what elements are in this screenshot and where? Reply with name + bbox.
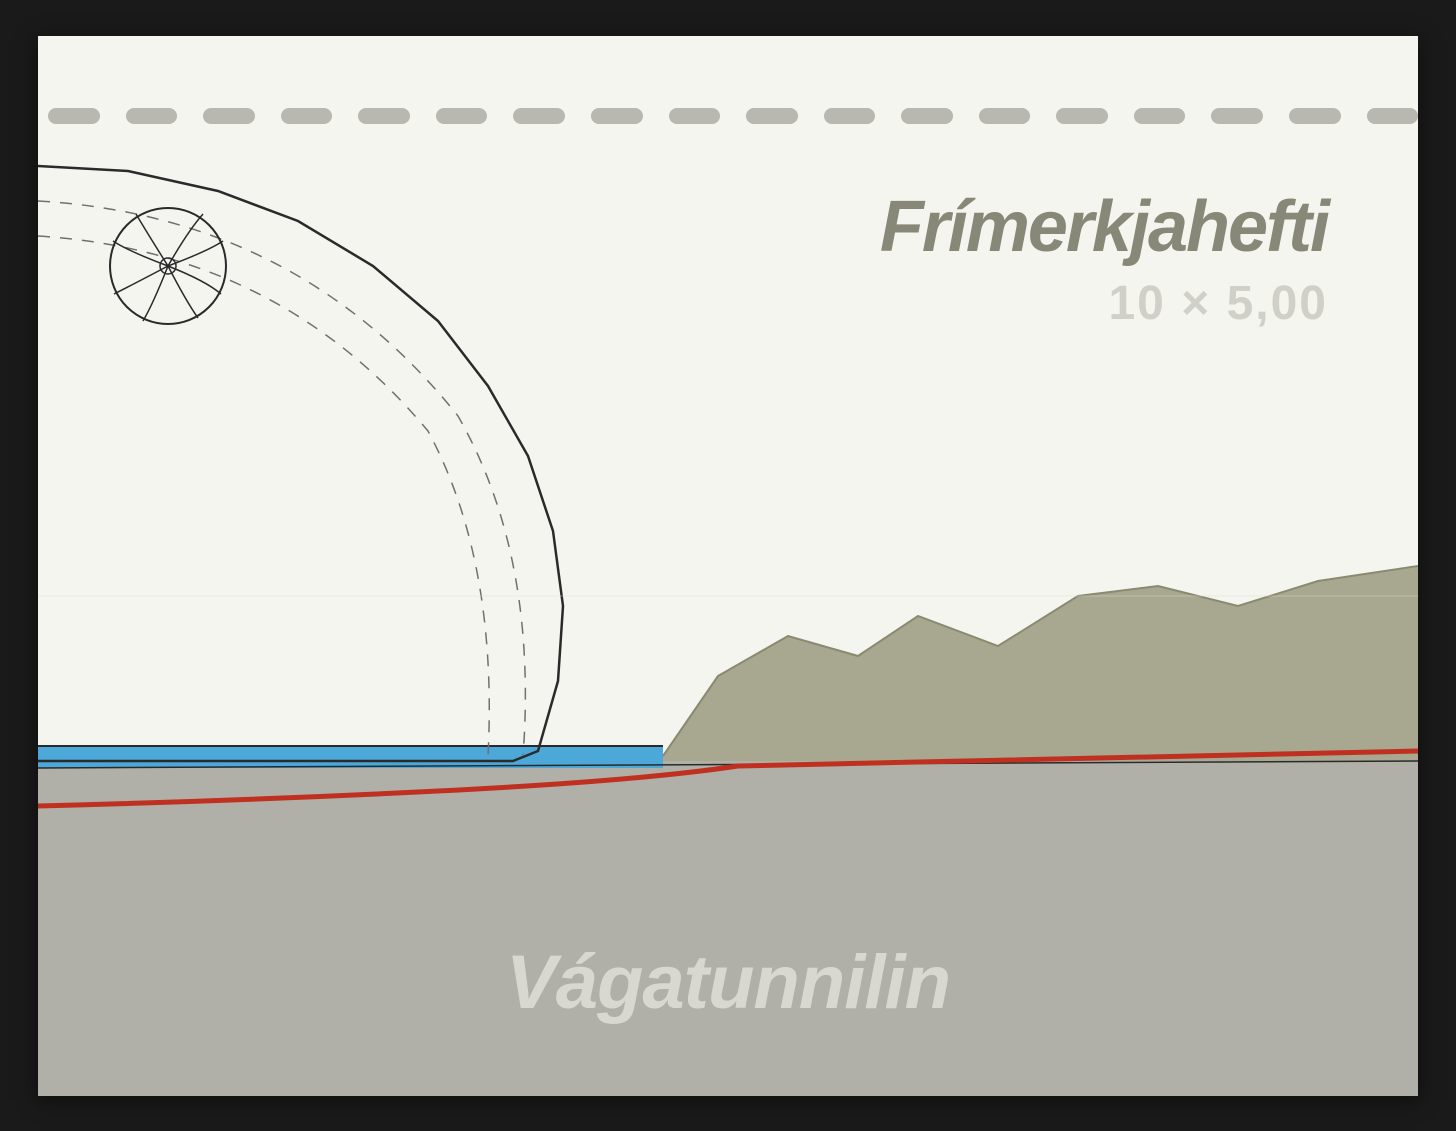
dash-segment (901, 108, 953, 124)
dash-segment (513, 108, 565, 124)
dash-segment (1134, 108, 1186, 124)
ground-line (38, 761, 1418, 768)
dash-segment (1289, 108, 1341, 124)
tunnel-cross-section-dash1 (38, 201, 525, 756)
tunnel-path (38, 751, 1418, 806)
dash-segment (669, 108, 721, 124)
dash-segment (358, 108, 410, 124)
dash-segment (48, 108, 100, 124)
tunnel-name: Vágatunnilin (506, 939, 950, 1026)
booklet-quantity-price: 10 × 5,00 (1108, 276, 1328, 331)
stamp-booklet-cover: Frímerkjahefti 10 × 5,00 Vágatunnilin (38, 36, 1418, 1096)
dash-segment (979, 108, 1031, 124)
mountain-outline (663, 566, 1418, 756)
fan-outer-circle (110, 208, 226, 324)
dash-segment (1056, 108, 1108, 124)
fan-center (160, 258, 176, 274)
tunnel-cross-section-dash2 (38, 236, 489, 756)
dash-segment (1367, 108, 1418, 124)
dash-segment (824, 108, 876, 124)
booklet-title: Frímerkjahefti (880, 186, 1328, 268)
top-dash-row (38, 108, 1418, 128)
dash-segment (1211, 108, 1263, 124)
rock-layer (38, 761, 1418, 1096)
fan-blades (113, 214, 223, 321)
dash-segment (591, 108, 643, 124)
tunnel-cross-section-outer (38, 166, 563, 761)
dash-segment (281, 108, 333, 124)
dash-segment (203, 108, 255, 124)
dash-segment (746, 108, 798, 124)
sea-layer (38, 746, 663, 768)
dash-segment (436, 108, 488, 124)
mountain-silhouette (663, 566, 1418, 761)
dash-segment (126, 108, 178, 124)
